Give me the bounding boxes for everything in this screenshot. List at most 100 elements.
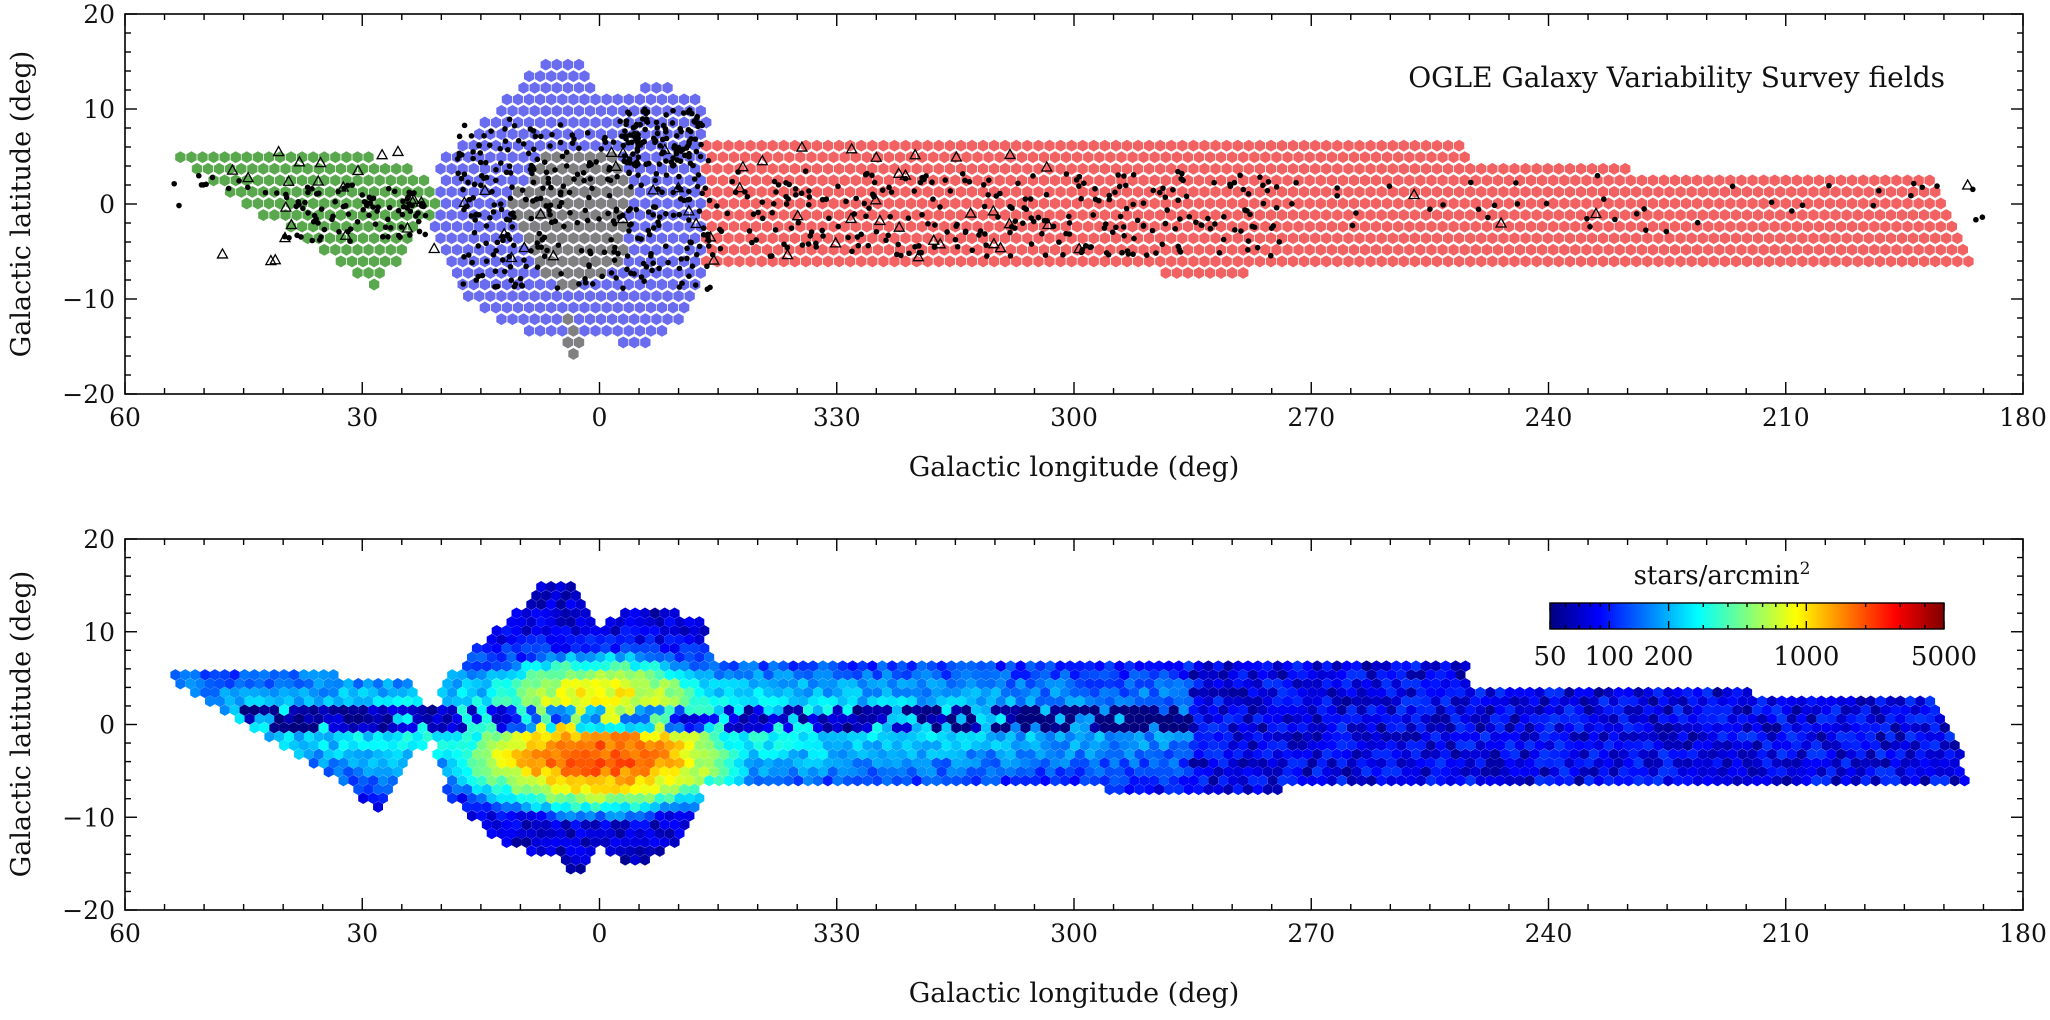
object-dot [1123,182,1129,189]
object-dot [656,222,662,229]
density-tile [1223,730,1234,743]
field-tile [1526,243,1537,256]
density-tile [471,783,482,796]
density-tile [550,801,562,813]
density-tile [1223,766,1234,778]
field-tile [999,162,1011,175]
object-dot [759,215,766,222]
density-tile [1702,721,1713,734]
density-tile [1564,721,1575,734]
field-tile [684,220,695,233]
density-tile [531,695,542,708]
field-tile [712,139,723,152]
density-tile [580,713,591,725]
field-tile [1160,151,1171,164]
density-tile [1188,704,1199,716]
field-tile [296,174,308,187]
density-tile [407,704,418,716]
object-dot [459,151,465,158]
object-dot [571,136,577,142]
object-dot [861,200,868,207]
density-tile [941,721,952,734]
density-tile [630,713,641,725]
object-dot [865,242,872,249]
field-tile [1287,232,1299,245]
density-tile [1707,730,1718,743]
density-tile [1411,730,1421,743]
object-dot [677,196,684,202]
field-tile [1254,232,1265,245]
density-tile [219,686,230,699]
field-tile [1011,185,1022,198]
field-tile [479,278,491,291]
density-tile [1307,686,1318,699]
density-tile [1722,704,1733,716]
object-dot [479,272,486,279]
field-tile [1553,162,1564,175]
object-dot [507,170,514,176]
density-tile [748,695,759,708]
density-tile [664,739,675,752]
field-tile [1653,255,1664,268]
density-tile [674,686,685,699]
field-tile [1426,174,1437,187]
density-tile [634,827,646,840]
field-tile [1204,151,1216,164]
density-tile [575,845,586,857]
density-tile [926,730,937,743]
density-tile [545,739,557,752]
density-tile [1816,713,1827,725]
density-tile [481,748,492,760]
field-tile [1647,197,1658,210]
field-tile [739,197,751,210]
field-tile [1387,139,1398,152]
density-tile [486,686,497,699]
density-tile [1702,704,1713,716]
density-tile [1618,713,1629,725]
density-tile [1114,783,1125,796]
field-tile [457,209,468,222]
density-tile [1697,748,1708,760]
field-tile [1359,197,1371,210]
density-tile [1608,713,1619,725]
object-dot [1020,220,1026,226]
object-dot [543,203,550,209]
field-tile [623,301,634,314]
density-tile [1144,695,1155,708]
field-tile [911,232,922,245]
density-tile [1381,766,1392,778]
field-tile [1077,209,1088,222]
field-tile [844,255,856,268]
object-dot [1140,222,1147,229]
density-tile [1341,766,1352,778]
field-tile [1575,162,1587,175]
field-tile [1398,139,1409,152]
density-tile [1579,766,1590,778]
density-tile [1841,774,1851,787]
field-tile [612,185,623,198]
density-tile [872,686,883,699]
field-tile [357,232,369,245]
density-tile [1262,766,1273,778]
field-tile [1099,232,1110,245]
density-tile [447,721,458,734]
density-tile [402,695,413,708]
field-tile [1730,209,1742,222]
field-tile [1348,151,1360,164]
density-tile [1717,695,1728,708]
density-tile [862,721,873,734]
density-tile [926,748,937,760]
object-dot [349,182,356,188]
field-tile [1930,232,1941,245]
object-dot [932,222,938,228]
density-tile [1470,766,1481,778]
field-tile [1404,151,1415,164]
field-tile [1847,197,1858,210]
density-tile [382,713,393,725]
density-tile [545,810,557,822]
object-dot [669,120,676,126]
density-tile [1351,766,1362,778]
field-tile [1841,185,1852,198]
density-tile [610,713,621,725]
density-tile [377,774,388,787]
